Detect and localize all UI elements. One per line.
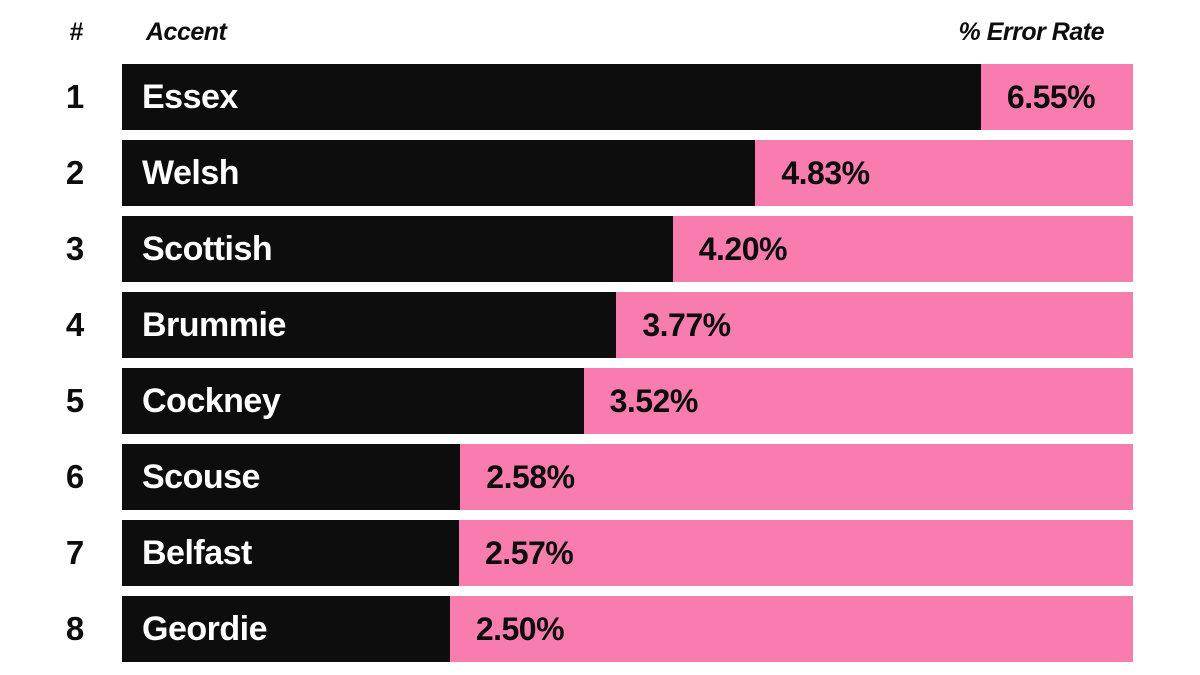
table-row: 3 Scottish 4.20% — [0, 216, 1200, 282]
rank-label: 3 — [65, 230, 85, 267]
value-label: 3.77% — [642, 306, 731, 343]
bar-fill: Cockney — [122, 368, 584, 434]
table-row: 6 Scouse 2.58% — [0, 444, 1200, 510]
value-label: 2.58% — [486, 458, 575, 495]
value-label: 3.52% — [609, 382, 699, 419]
bar-track: Cockney 3.52% — [122, 368, 1133, 434]
value-label: 4.83% — [781, 154, 870, 191]
accent-label: Geordie — [142, 609, 267, 648]
rank-label: 1 — [65, 78, 85, 115]
bar-track: Essex 6.55% — [122, 64, 1133, 130]
bar-track: Geordie 2.50% — [122, 596, 1133, 662]
error-rate-column-header: % Error Rate — [958, 17, 1105, 46]
rank-label: 8 — [65, 610, 85, 647]
bar-track: Scottish 4.20% — [122, 216, 1133, 282]
table-row: 8 Geordie 2.50% — [0, 596, 1200, 662]
rank-column-header: # — [69, 17, 83, 46]
table-row: 4 Brummie 3.77% — [0, 292, 1200, 358]
accent-label: Cockney — [142, 381, 281, 420]
value-label: 2.57% — [485, 534, 574, 571]
value-label: 6.55% — [1006, 78, 1096, 115]
table-row: 1 Essex 6.55% — [0, 64, 1200, 130]
bar-fill: Essex — [122, 64, 981, 130]
table-row: 2 Welsh 4.83% — [0, 140, 1200, 206]
bar-track: Welsh 4.83% — [122, 140, 1133, 206]
bar-fill: Geordie — [122, 596, 450, 662]
accent-label: Essex — [142, 77, 238, 116]
rank-label: 2 — [65, 154, 85, 191]
bar-fill: Brummie — [122, 292, 617, 358]
bar-fill: Welsh — [122, 140, 756, 206]
value-label: 2.50% — [475, 610, 565, 647]
bar-track: Scouse 2.58% — [122, 444, 1133, 510]
table-row: 7 Belfast 2.57% — [0, 520, 1200, 586]
rank-label: 6 — [65, 458, 85, 495]
bar-rows: 1 Essex 6.55% 2 Welsh 4.83% 3 Scottish — [0, 64, 1200, 662]
accent-label: Belfast — [142, 533, 252, 572]
rank-label: 4 — [65, 306, 85, 343]
accent-label: Scouse — [142, 457, 260, 496]
rank-label: 5 — [65, 382, 85, 419]
bar-fill: Belfast — [122, 520, 459, 586]
accent-label: Brummie — [142, 305, 286, 344]
rank-label: 7 — [65, 534, 85, 571]
accent-label: Welsh — [142, 153, 240, 192]
table-row: 5 Cockney 3.52% — [0, 368, 1200, 434]
accent-label: Scottish — [142, 229, 273, 268]
accent-column-header: Accent — [146, 17, 227, 46]
bar-track: Brummie 3.77% — [122, 292, 1133, 358]
value-label: 4.20% — [698, 230, 788, 267]
table-header: # Accent % Error Rate — [0, 0, 1200, 64]
bar-fill: Scottish — [122, 216, 673, 282]
bar-track: Belfast 2.57% — [122, 520, 1133, 586]
bar-fill: Scouse — [122, 444, 461, 510]
